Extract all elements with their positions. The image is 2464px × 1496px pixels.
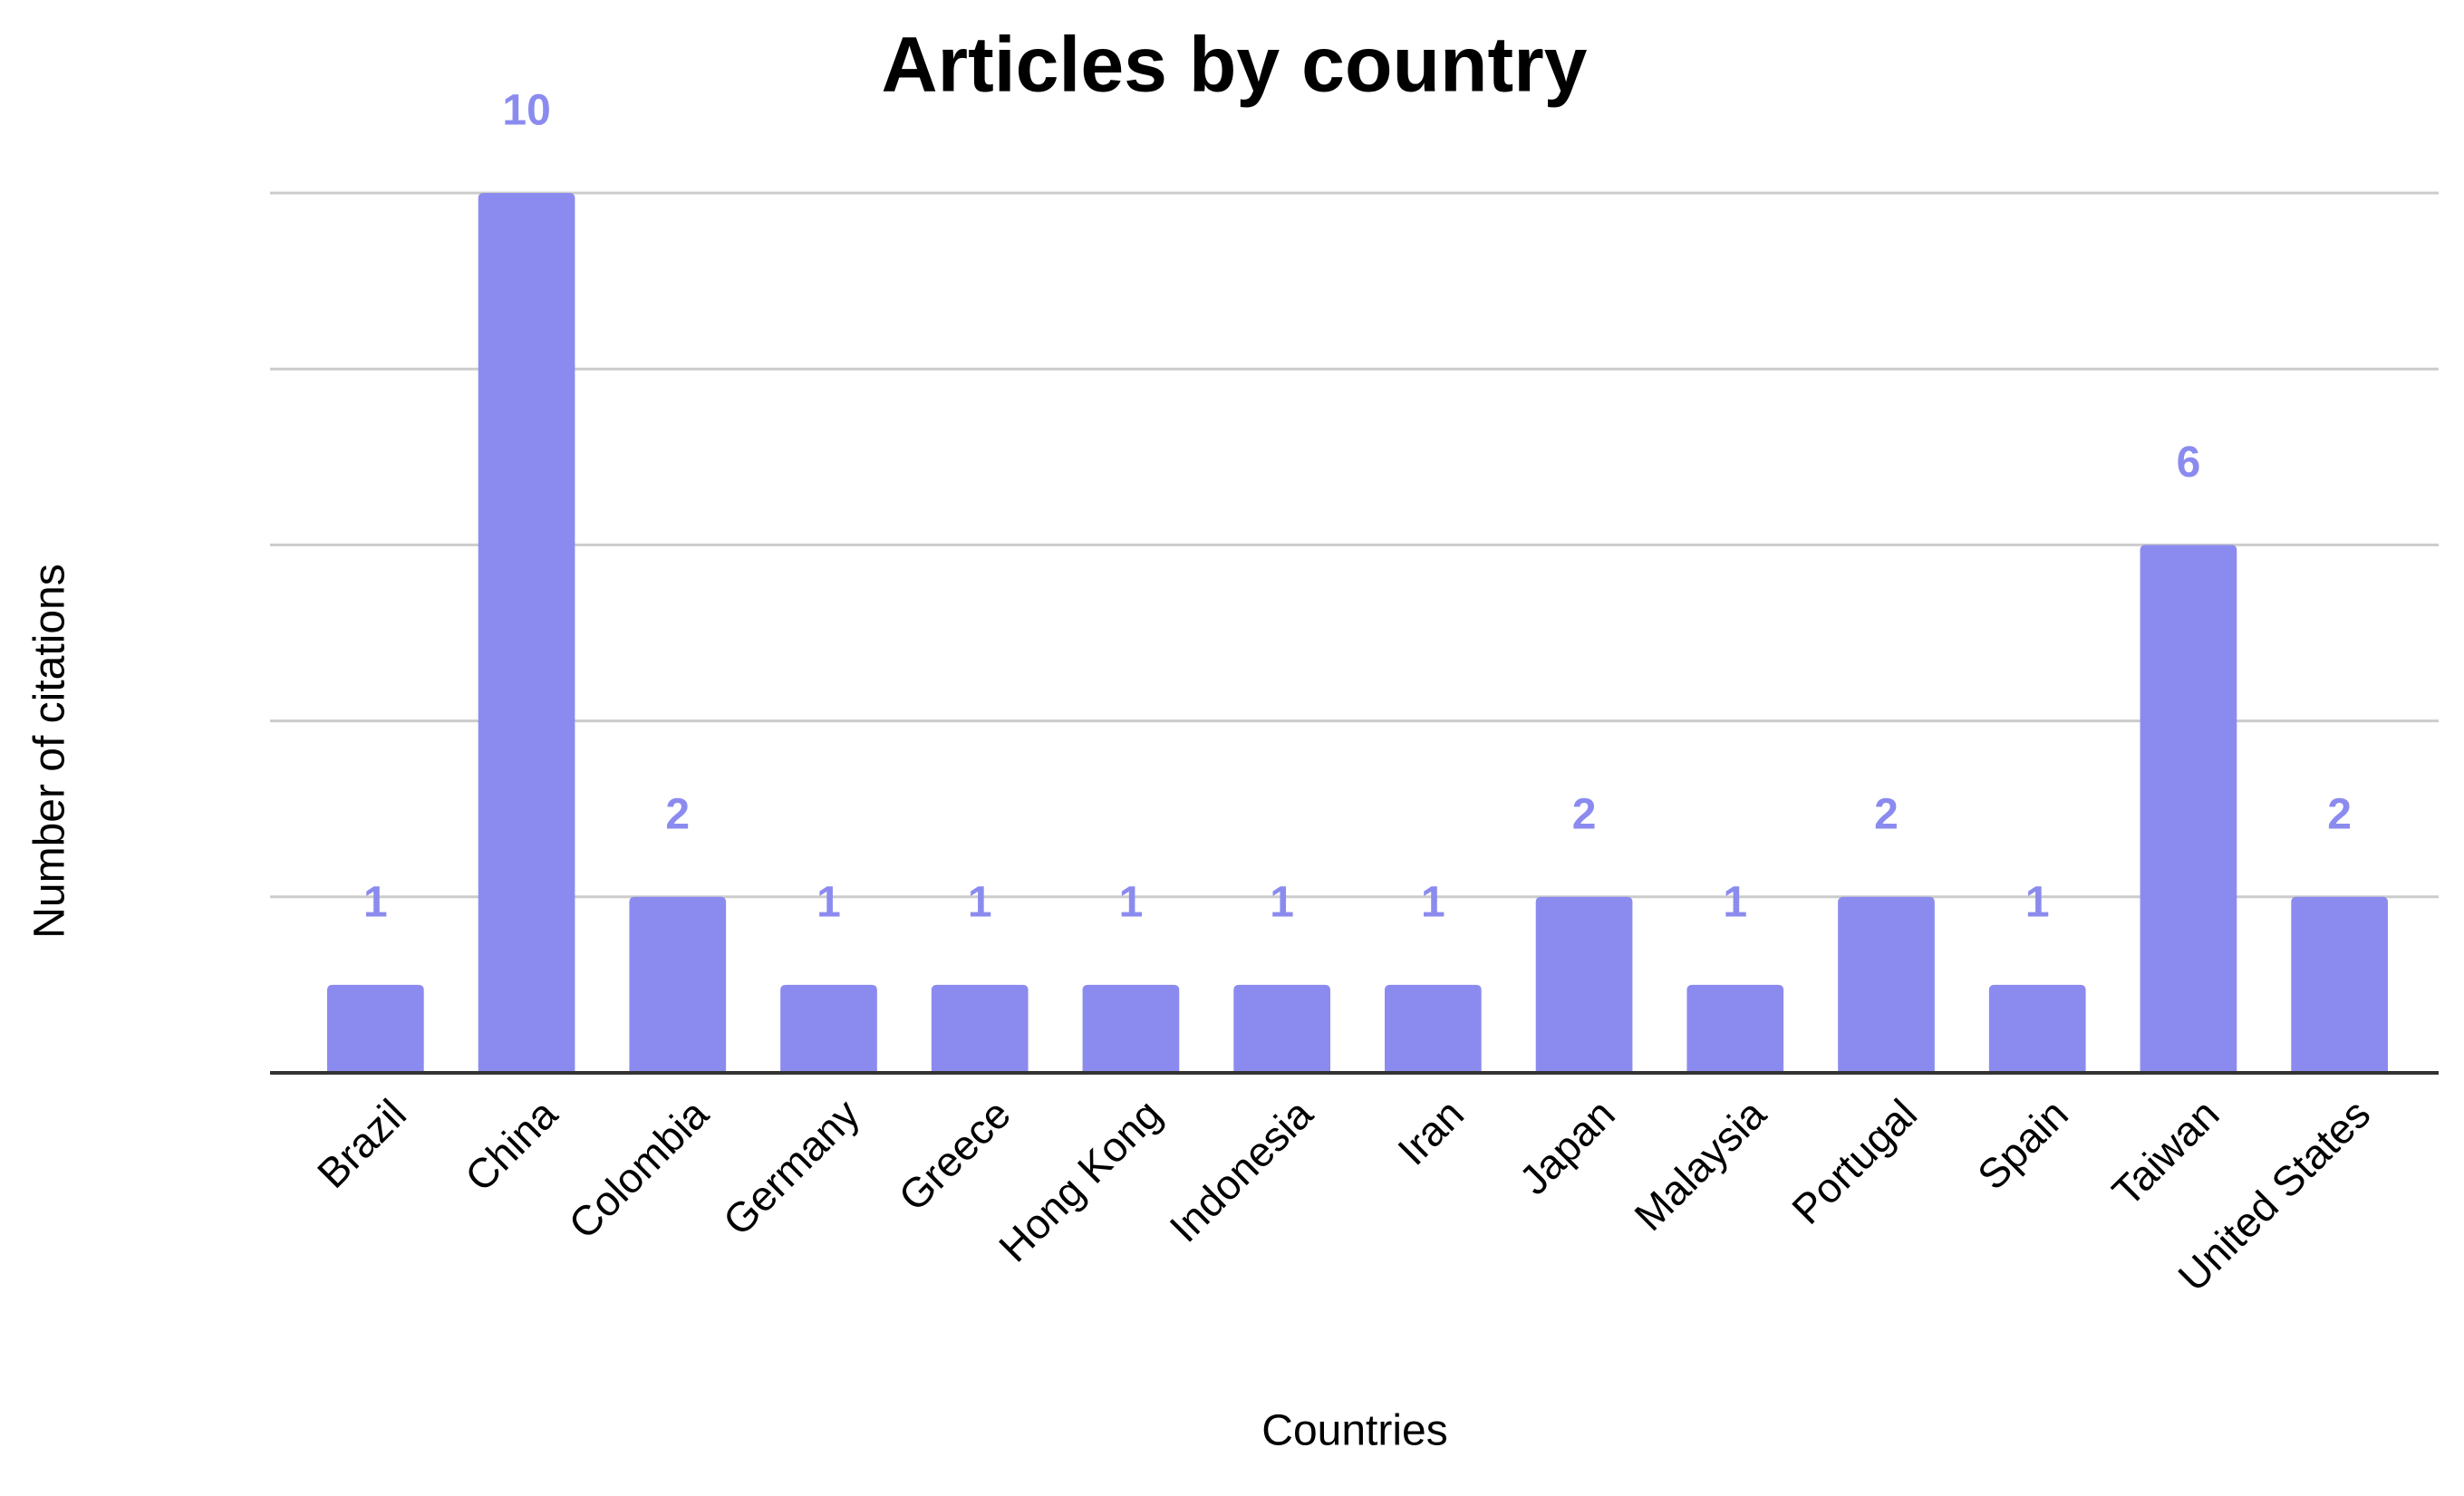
bar [1082,984,1180,1073]
x-tick-label: Malaysia [1625,1090,1774,1240]
bar [931,984,1029,1073]
chart-title: Articles by country [882,22,1588,109]
bar [1385,984,1482,1073]
bar [1686,984,1784,1073]
x-tick-label: Brazil [308,1090,415,1197]
value-label: 1 [968,879,992,927]
bar [2291,896,2388,1073]
y-axis-title: Number of citations [26,564,74,939]
value-label: 1 [1723,879,1747,927]
x-tick-label: Indonesia [1160,1090,1321,1251]
x-tick-label: Portugal [1783,1090,1926,1233]
bar [2140,545,2237,1073]
value-label: 1 [1119,879,1144,927]
x-tick-label: Colombia [559,1090,717,1248]
x-axis-title: Countries [1261,1407,1447,1455]
x-tick-label: Japan [1510,1090,1623,1203]
bar [629,896,727,1073]
value-label: 2 [1572,790,1597,838]
bar [1535,896,1633,1073]
value-label: 2 [1874,790,1899,838]
x-tick-label: Taiwan [2103,1090,2228,1215]
x-tick-label: Spain [1968,1090,2077,1199]
value-label: 1 [2025,879,2050,927]
value-label: 6 [2177,439,2201,487]
value-label: 10 [502,87,550,135]
bar [780,984,877,1073]
bar [1233,984,1330,1073]
value-label: 1 [817,879,841,927]
bar [327,984,424,1073]
x-tick-label: Germany [714,1090,869,1245]
bar [1988,984,2086,1073]
value-label: 1 [1270,879,1294,927]
bar [1838,896,1935,1073]
x-tick-label: Iran [1388,1090,1473,1174]
value-label: 1 [363,879,388,927]
x-tick-label: Greece [889,1090,1019,1220]
value-label: 1 [1421,879,1445,927]
bar [478,193,575,1073]
value-label: 2 [665,790,690,838]
x-tick-label: China [456,1090,566,1201]
x-tick-label: Hong Kong [990,1090,1171,1271]
value-label: 2 [2327,790,2352,838]
